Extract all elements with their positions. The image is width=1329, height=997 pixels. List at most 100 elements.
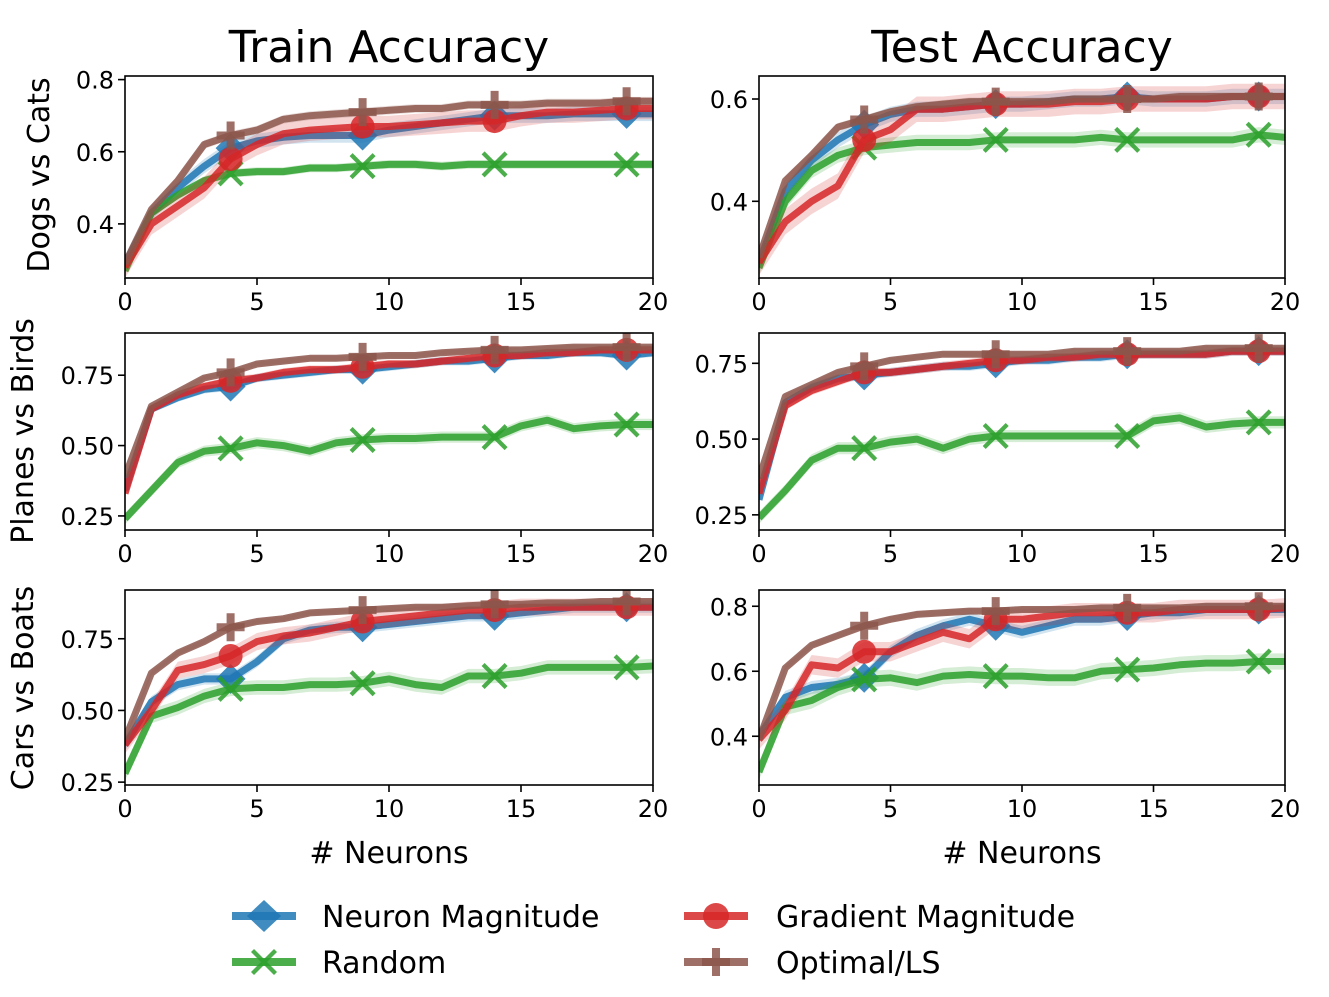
plot-area <box>125 333 653 525</box>
legend-item-gradient-magnitude: Gradient Magnitude <box>684 900 1075 935</box>
row-label-dogs-cats: Dogs vs Cats <box>22 77 57 272</box>
panels-group: 0 5 10 15 200.40.60.80 5 10 15 200.40.60 5 10 15 200… <box>61 67 1301 823</box>
series-random <box>759 648 1285 781</box>
series-optimal-ls <box>125 590 653 742</box>
x-tick-label: 15 <box>1138 540 1169 568</box>
marker-circle <box>852 127 877 152</box>
marker-x <box>1245 409 1272 436</box>
series-gradient-magnitude <box>759 339 1285 499</box>
x-tick-label: 5 <box>883 795 898 823</box>
y-tick-label: 0.75 <box>61 626 114 654</box>
marker-x <box>1114 126 1141 153</box>
series-line <box>125 97 653 266</box>
y-tick-label: 0.25 <box>61 769 114 797</box>
plot-area <box>125 590 653 781</box>
marker-plus <box>1113 85 1142 114</box>
marker-circle <box>350 114 375 139</box>
marker-plus <box>1244 334 1273 363</box>
x-axis-label-train: # Neurons <box>309 836 468 871</box>
x-tick-label: 10 <box>374 795 405 823</box>
series-line <box>759 131 1285 270</box>
series-line <box>125 662 653 775</box>
series-random <box>759 409 1285 524</box>
x-tick-label: 20 <box>638 288 669 316</box>
y-tick-label: 0.8 <box>710 593 748 621</box>
x-tick-label: 15 <box>1138 795 1169 823</box>
panel-cars-train: 0 5 10 15 20 0.25 0.50 0.75 <box>61 589 669 823</box>
marker-x <box>851 435 878 462</box>
series-line <box>125 416 653 522</box>
series-optimal-ls <box>125 87 653 268</box>
x-tick-label: 5 <box>883 288 898 316</box>
x-tick-label: 0 <box>117 795 132 823</box>
y-tick-label: 0.75 <box>695 350 748 378</box>
confidence-band <box>759 653 1285 781</box>
series-gradient-magnitude <box>125 96 653 278</box>
legend-diamond-marker <box>247 900 281 932</box>
y-tick-label: 0.50 <box>695 426 748 454</box>
marker-plus <box>216 613 245 642</box>
marker-x <box>1114 423 1141 450</box>
y-tick-label: 0.25 <box>695 502 748 530</box>
marker-x <box>1245 648 1272 675</box>
marker-x <box>613 151 640 178</box>
column-title-train: Train Accuracy <box>228 22 549 73</box>
y-tick-label: 0.6 <box>76 139 114 167</box>
legend-x-marker <box>251 949 277 975</box>
x-tick-label: 0 <box>117 288 132 316</box>
series-line <box>759 93 1285 259</box>
x-tick-label: 10 <box>374 288 405 316</box>
x-tick-label: 15 <box>1138 288 1169 316</box>
marker-x <box>613 411 640 438</box>
marker-x <box>481 663 508 690</box>
y-tick-label: 0.4 <box>76 211 114 239</box>
series-line <box>759 414 1285 521</box>
x-tick-label: 5 <box>883 540 898 568</box>
marker-x <box>217 435 244 462</box>
marker-plus <box>1244 82 1273 111</box>
x-tick-label: 10 <box>1007 795 1038 823</box>
marker-plus <box>348 98 377 127</box>
marker-circle <box>852 639 877 664</box>
y-tick-label: 0.75 <box>61 362 114 390</box>
legend-item-random: Random <box>232 946 446 981</box>
series-gradient-magnitude <box>125 337 653 498</box>
x-tick-label: 20 <box>638 540 669 568</box>
panel-planes-train: 0 5 10 15 20 0.25 0.50 0.75 <box>61 332 669 568</box>
series-optimal-ls <box>759 82 1285 262</box>
plot-area <box>759 592 1285 781</box>
marker-plus <box>850 105 879 134</box>
series-line <box>759 658 1285 774</box>
x-tick-label: 20 <box>638 795 669 823</box>
marker-plus <box>480 335 509 364</box>
y-tick-label: 0.6 <box>710 658 748 686</box>
marker-plus <box>1113 337 1142 366</box>
plot-area <box>759 81 1285 276</box>
series-line <box>125 603 653 748</box>
series-line <box>125 105 653 270</box>
panel-dogs-train: 0 5 10 15 20 0.4 0.6 0.8 <box>76 67 668 316</box>
column-title-test: Test Accuracy <box>870 22 1173 73</box>
x-tick-label: 15 <box>506 288 537 316</box>
marker-x <box>349 153 376 180</box>
x-tick-label: 5 <box>249 540 264 568</box>
legend-label-random: Random <box>322 946 446 981</box>
legend-item-neuron-magnitude: Neuron Magnitude <box>232 900 599 935</box>
marker-plus <box>1244 592 1273 621</box>
marker-plus <box>850 352 879 381</box>
marker-plus <box>1113 593 1142 622</box>
panel-planes-test: 0 5 10 15 20 0.25 0.50 0.75 <box>695 332 1301 568</box>
series-line <box>759 93 1285 265</box>
marker-x <box>613 654 640 681</box>
x-tick-label: 0 <box>751 288 766 316</box>
plot-area <box>759 334 1285 524</box>
x-tick-label: 15 <box>506 795 537 823</box>
marker-x <box>349 670 376 697</box>
x-tick-label: 20 <box>1270 540 1301 568</box>
marker-plus <box>612 333 641 362</box>
marker-x <box>851 666 878 693</box>
x-tick-label: 15 <box>506 540 537 568</box>
marker-x <box>1245 121 1272 148</box>
row-label-cars-boats: Cars vs Boats <box>6 586 41 790</box>
